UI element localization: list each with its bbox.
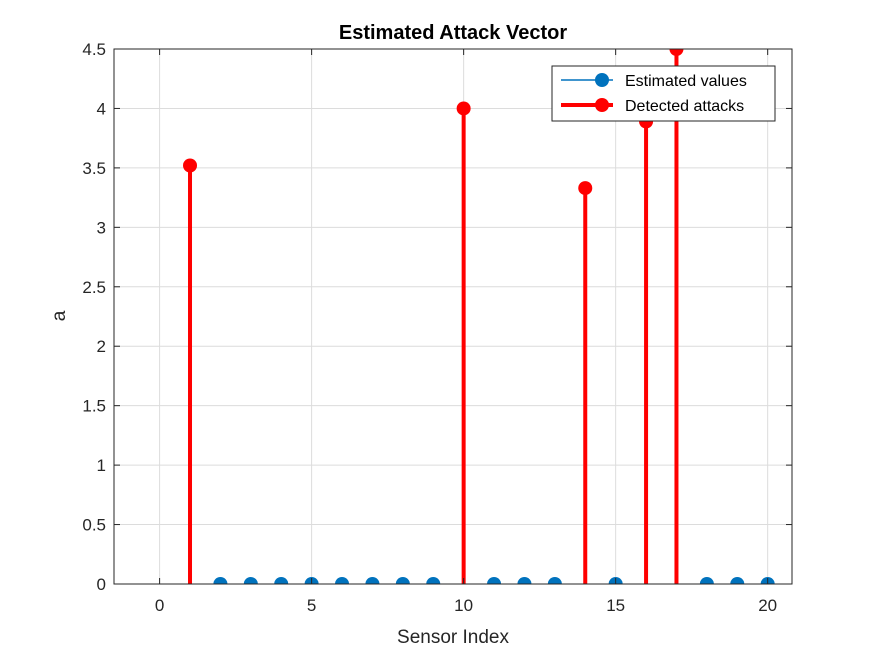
y-tick-label: 1.5: [82, 397, 106, 416]
y-axis-label: a: [49, 310, 70, 321]
x-tick-label: 5: [307, 596, 316, 615]
estimated-point: [699, 577, 714, 584]
estimated-point: [335, 577, 350, 584]
attack-point: [669, 49, 684, 56]
estimated-point: [426, 577, 441, 584]
legend: Estimated values Detected attacks: [551, 65, 776, 122]
y-tick-label: 0: [97, 575, 106, 594]
estimated-point: [547, 577, 562, 584]
y-tick-label: 2.5: [82, 278, 106, 297]
x-tick-label: 20: [758, 596, 777, 615]
data-layer: [183, 49, 775, 584]
plot-area-background: [114, 49, 792, 584]
y-tick-label: 1: [97, 456, 106, 475]
legend-marker-estimated: [595, 73, 609, 87]
legend-label-detected: Detected attacks: [625, 98, 744, 115]
estimated-point: [365, 577, 380, 584]
y-tick-label: 3.5: [82, 159, 106, 178]
plot-area-border: [113, 48, 793, 585]
estimated-point: [274, 577, 289, 584]
attack-point: [578, 181, 593, 196]
estimated-point: [517, 577, 532, 584]
y-tick-label: 2: [97, 337, 106, 356]
estimated-point: [487, 577, 502, 584]
legend-label-estimated: Estimated values: [625, 73, 747, 90]
attack-point: [456, 101, 471, 116]
estimated-point: [395, 577, 410, 584]
x-axis-label: Sensor Index: [397, 627, 509, 648]
x-tick-label: 0: [155, 596, 164, 615]
y-tick-label: 4.5: [82, 40, 106, 59]
ticks: 0 5 10 15 20 0 0.5 1 1.5 2 2.5 3 3.5 4 4.5: [82, 40, 792, 615]
x-tick-label: 10: [454, 596, 473, 615]
legend-box: [551, 65, 776, 122]
x-tick-label: 15: [606, 596, 625, 615]
y-tick-label: 3: [97, 218, 106, 237]
estimated-point: [213, 577, 228, 584]
y-tick-label: 0.5: [82, 516, 106, 535]
attack-point: [183, 158, 198, 173]
chart-title: Estimated Attack Vector: [339, 22, 567, 44]
estimated-point: [730, 577, 745, 584]
y-tick-label: 4: [97, 99, 106, 118]
legend-marker-detected: [595, 98, 609, 112]
estimated-point: [243, 577, 258, 584]
